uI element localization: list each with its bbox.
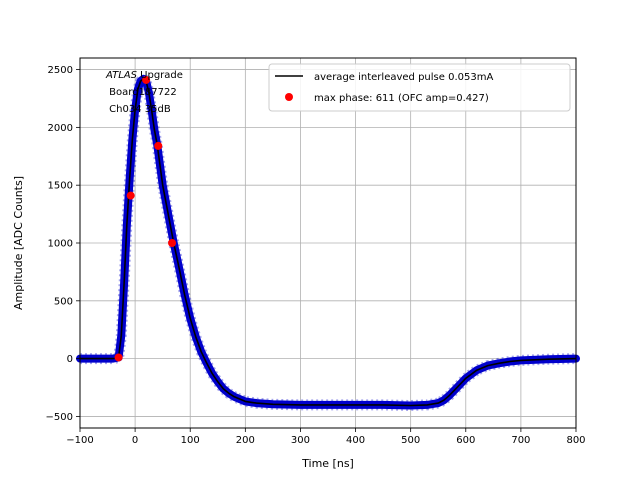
x-tick-label: 500 [401,435,420,446]
x-tick-label: 0 [132,435,138,446]
annotation-line-3: Ch034 35dB [106,104,171,115]
y-tick-label: 0 [67,354,73,365]
y-tick-label: −500 [46,412,73,423]
y-axis-ticks: −500 0 500 1000 1500 2000 2500 [46,65,80,423]
upgrade-label: Upgrade [137,70,183,81]
x-tick-label: 700 [511,435,530,446]
x-axis-ticks: −100 0 100 200 300 400 500 600 700 800 [66,428,586,446]
x-tick-label: 600 [456,435,475,446]
series-points [114,75,177,362]
max-phase-point [142,75,151,84]
series-lines [80,78,577,407]
y-tick-label: 500 [54,296,73,307]
legend-point-swatch [285,93,293,101]
legend: average interleaved pulse 0.053mA max ph… [268,63,571,112]
max-phase-point [126,191,135,200]
annotation-line-2: Board187722 [106,87,177,98]
y-tick-label: 1000 [48,239,73,250]
x-tick-label: 400 [346,435,365,446]
y-tick-label: 2500 [48,65,73,76]
x-axis-label: Time [ns] [301,457,354,470]
average-pulse-line [80,78,577,407]
annotation-line-1: ATLAS Upgrade [105,70,183,81]
legend-box [268,63,571,112]
x-tick-label: 200 [236,435,255,446]
max-phase-point [168,239,177,247]
max-phase-point [114,353,123,362]
x-tick-label: −100 [66,435,93,446]
legend-entry-max-phase: max phase: 611 (OFC amp=0.427) [314,93,489,104]
y-tick-label: 1500 [48,181,73,192]
experiment-annotation: ATLAS Upgrade Board187722 Ch034 35dB [105,70,183,115]
x-tick-label: 800 [566,435,585,446]
legend-entry-average-pulse: average interleaved pulse 0.053mA [314,72,493,83]
x-tick-label: 300 [291,435,310,446]
max-phase-point [154,141,163,150]
x-tick-label: 100 [181,435,200,446]
y-tick-label: 2000 [48,123,73,134]
y-axis-label: Amplitude [ADC Counts] [12,176,25,310]
atlas-label: ATLAS [105,70,138,81]
